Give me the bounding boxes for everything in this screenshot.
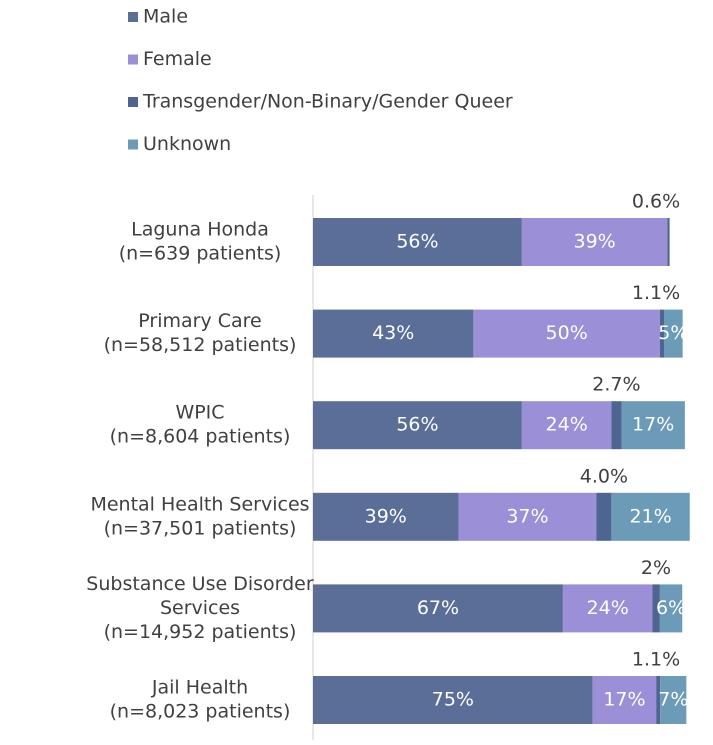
bar-segment — [611, 492, 690, 541]
data-label: 37% — [506, 505, 548, 527]
category-label: (n=14,952 patients) — [104, 621, 297, 643]
bar-segment — [663, 309, 683, 358]
bar-segment — [611, 401, 622, 450]
bar-segment — [458, 492, 597, 541]
data-label: 21% — [629, 505, 671, 527]
data-label: 50% — [546, 322, 588, 344]
category-label: Primary Care — [138, 310, 261, 332]
legend-label: Male — [143, 6, 188, 28]
data-label: 67% — [417, 597, 459, 619]
category-label: (n=37,501 patients) — [104, 517, 297, 539]
category-label: Laguna Honda — [131, 219, 269, 241]
data-label: 0.6% — [632, 191, 680, 213]
data-label: 6% — [656, 597, 686, 619]
bar-segment — [596, 492, 612, 541]
bar-segment — [659, 309, 664, 358]
bar-segment — [592, 676, 657, 724]
bar-segment — [313, 492, 459, 541]
bar-segment — [652, 584, 660, 633]
data-label: 17% — [603, 689, 645, 711]
data-label: 2.7% — [592, 374, 640, 396]
category-label: Services — [160, 597, 240, 619]
category-label: Jail Health — [151, 677, 248, 699]
data-label: 24% — [546, 414, 588, 436]
legend-swatch — [128, 139, 138, 150]
legend-label: Female — [143, 48, 212, 70]
data-label: 56% — [396, 231, 438, 253]
data-label: 39% — [573, 231, 615, 253]
data-label: 4.0% — [580, 465, 628, 487]
bar-segment — [313, 218, 522, 266]
legend-swatch — [128, 54, 138, 65]
category-label: Mental Health Services — [90, 493, 309, 515]
bar-segment — [562, 584, 653, 633]
category-label: (n=58,512 patients) — [104, 334, 297, 356]
data-label: 1.1% — [632, 649, 680, 671]
legend-label: Transgender/Non-Binary/Gender Queer — [142, 91, 513, 113]
data-label: 75% — [432, 689, 474, 711]
data-label: 43% — [372, 322, 414, 344]
data-label: 39% — [365, 505, 407, 527]
bar-segment — [313, 676, 593, 724]
bar-segment — [313, 401, 522, 450]
legend-label: Unknown — [143, 133, 231, 155]
bar-segment — [656, 676, 661, 724]
legend-swatch — [128, 12, 138, 22]
bar-segment — [621, 401, 685, 450]
data-label: 5% — [658, 322, 688, 344]
category-label: Substance Use Disorder — [86, 573, 314, 595]
bar-segment — [521, 401, 612, 450]
data-label: 1.1% — [632, 282, 680, 304]
bar-segment — [667, 218, 670, 266]
bar-segment — [313, 584, 563, 633]
category-label: (n=639 patients) — [119, 243, 282, 265]
data-label: 2% — [641, 557, 671, 579]
bar-segment — [659, 584, 683, 633]
bar-segment — [521, 218, 668, 266]
data-label: 56% — [396, 414, 438, 436]
bar-segment — [313, 309, 474, 358]
bar-segment — [660, 676, 687, 724]
bar-segment — [473, 309, 660, 358]
legend-swatch — [128, 97, 138, 107]
category-label: (n=8,604 patients) — [110, 426, 291, 448]
data-label: 24% — [587, 597, 629, 619]
category-label: (n=8,023 patients) — [110, 701, 291, 723]
data-label: 7% — [658, 689, 688, 711]
category-label: WPIC — [175, 402, 224, 424]
data-label: 17% — [632, 414, 674, 436]
